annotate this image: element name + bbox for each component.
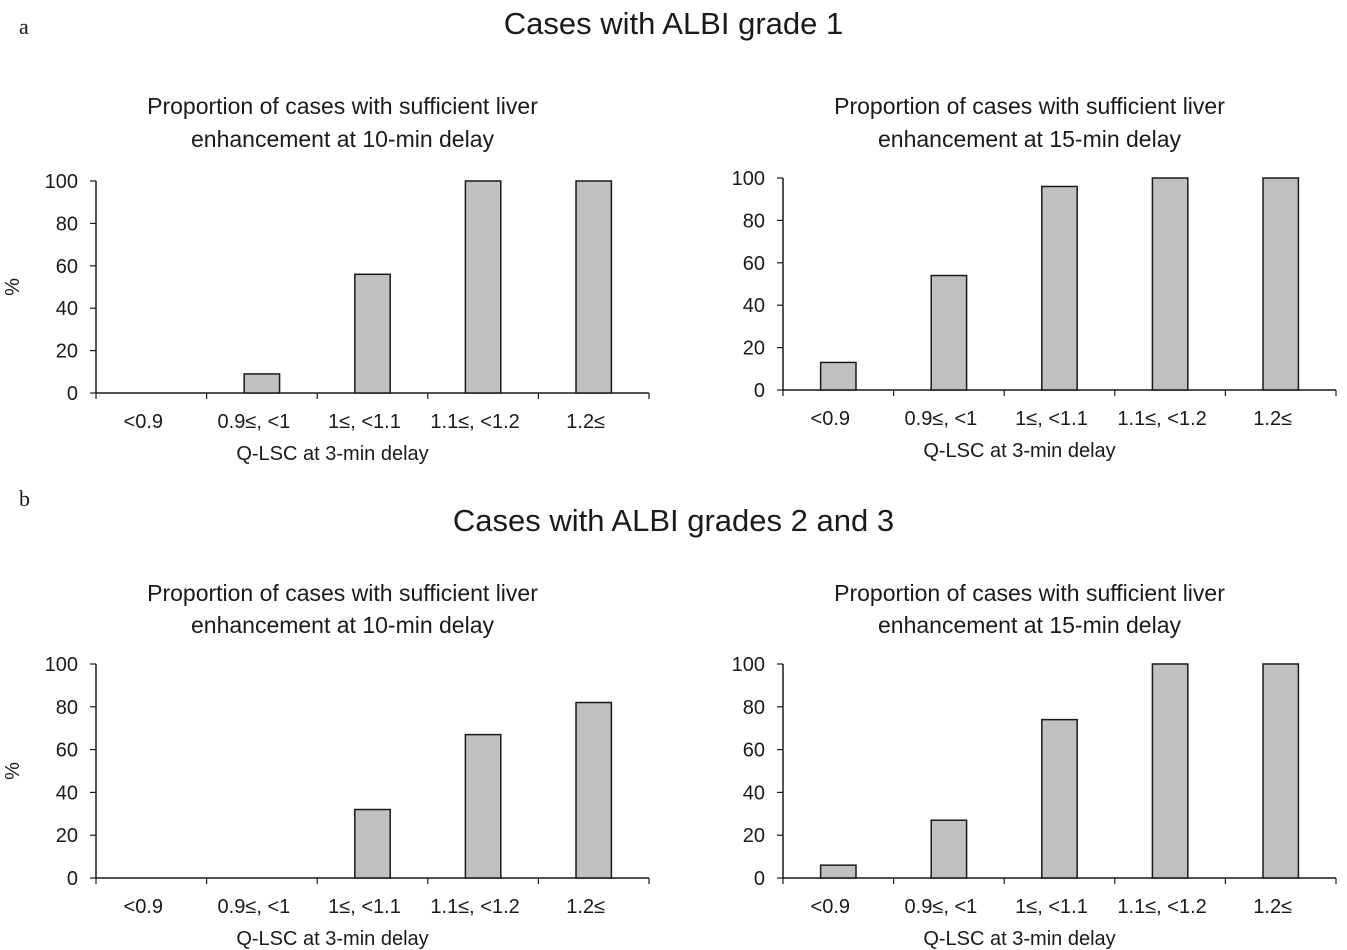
chart-b-10min: Proportion of cases with sufficient live… (2, 580, 650, 950)
y-tick-label: 80 (743, 210, 765, 232)
bar-4 (464, 733, 502, 879)
y-tick-label: 40 (56, 298, 78, 320)
chart-title-line-1: Proportion of cases with sufficient live… (834, 580, 1225, 606)
x-tick-label: 1≤, <1.1 (328, 411, 401, 433)
x-tick-label: <0.9 (811, 896, 850, 918)
x-tick-label: 1.1≤, <1.2 (430, 896, 519, 918)
y-tick-label: 20 (743, 338, 765, 360)
chart-a-10min: Proportion of cases with sufficient live… (2, 93, 650, 465)
x-tick-label: 0.9≤, <1 (218, 896, 291, 918)
y-tick-label: 100 (732, 654, 765, 676)
bar-5 (1262, 177, 1300, 391)
x-tick-label: 1.1≤, <1.2 (1117, 408, 1206, 430)
y-tick-label: 100 (45, 654, 78, 676)
x-tick-label: 0.9≤, <1 (218, 411, 291, 433)
x-tick-label: 1.1≤, <1.2 (1117, 896, 1206, 918)
chart-title-line-1: Proportion of cases with sufficient live… (147, 93, 538, 119)
y-tick-label: 80 (56, 213, 78, 235)
bar-2 (243, 373, 281, 394)
x-axis-label: Q-LSC at 3-min delay (923, 440, 1115, 462)
x-tick-label: 1.2≤ (566, 411, 605, 433)
bar-3 (354, 808, 391, 879)
x-tick-label: <0.9 (811, 408, 850, 430)
y-axis-label: % (2, 278, 24, 296)
y-axis-label: % (2, 762, 24, 780)
y-tick-label: 60 (56, 256, 78, 278)
y-tick-label: 40 (743, 295, 765, 317)
x-tick-label: 1.2≤ (1253, 896, 1292, 918)
x-tick-label: 0.9≤, <1 (905, 408, 978, 430)
panel-title-a: Cases with ALBI grade 1 (503, 6, 844, 41)
x-axis-label: Q-LSC at 3-min delay (236, 443, 428, 465)
chart-b-15min: Proportion of cases with sufficient live… (732, 580, 1337, 950)
y-tick-label: 40 (743, 782, 765, 804)
x-tick-label: 1.1≤, <1.2 (430, 411, 519, 433)
chart-title-line-2: enhancement at 10-min delay (191, 126, 495, 152)
chart-title-line-2: enhancement at 15-min delay (878, 126, 1182, 152)
bar-4 (464, 180, 502, 394)
y-tick-label: 80 (743, 697, 765, 719)
bar-2 (930, 274, 968, 391)
panel-letter-b: b (19, 486, 30, 511)
y-tick-label: 20 (743, 825, 765, 847)
chart-title-line-2: enhancement at 15-min delay (878, 612, 1182, 638)
y-tick-label: 20 (56, 825, 78, 847)
x-tick-label: 1.2≤ (566, 896, 605, 918)
bar-5 (1262, 663, 1300, 879)
x-tick-label: 1.2≤ (1253, 408, 1292, 430)
x-tick-label: <0.9 (124, 896, 163, 918)
x-tick-label: 1≤, <1.1 (1015, 408, 1088, 430)
y-tick-label: 60 (743, 740, 765, 762)
y-tick-label: 40 (56, 782, 78, 804)
chart-title-line-1: Proportion of cases with sufficient live… (834, 93, 1225, 119)
x-tick-label: 0.9≤, <1 (905, 896, 978, 918)
chart-a-15min: Proportion of cases with sufficient live… (732, 93, 1337, 462)
bar-1 (819, 361, 857, 391)
y-tick-label: 0 (754, 380, 765, 402)
bar-2 (930, 819, 968, 879)
bar-4 (1151, 177, 1189, 391)
bar-5 (575, 180, 613, 394)
bar-1 (819, 864, 857, 879)
bar-5 (575, 701, 613, 879)
y-tick-label: 0 (67, 383, 78, 405)
y-tick-label: 80 (56, 697, 78, 719)
y-tick-label: 60 (56, 740, 78, 762)
chart-title-line-2: enhancement at 10-min delay (191, 612, 495, 638)
bar-3 (1041, 185, 1078, 391)
y-tick-label: 60 (743, 253, 765, 275)
x-tick-label: <0.9 (124, 411, 163, 433)
x-axis-label: Q-LSC at 3-min delay (236, 928, 428, 950)
y-tick-label: 0 (754, 868, 765, 890)
bar-3 (1041, 718, 1078, 879)
x-tick-label: 1≤, <1.1 (1015, 896, 1088, 918)
panel-letter-a: a (19, 14, 29, 39)
panel-title-b: Cases with ALBI grades 2 and 3 (452, 503, 895, 538)
chart-title-line-1: Proportion of cases with sufficient live… (147, 580, 538, 606)
x-axis-label: Q-LSC at 3-min delay (923, 928, 1115, 950)
y-tick-label: 100 (732, 168, 765, 190)
y-tick-label: 20 (56, 341, 78, 363)
bar-3 (354, 273, 391, 394)
y-tick-label: 0 (67, 868, 78, 890)
y-tick-label: 100 (45, 171, 78, 193)
bar-4 (1151, 663, 1189, 879)
x-tick-label: 1≤, <1.1 (328, 896, 401, 918)
